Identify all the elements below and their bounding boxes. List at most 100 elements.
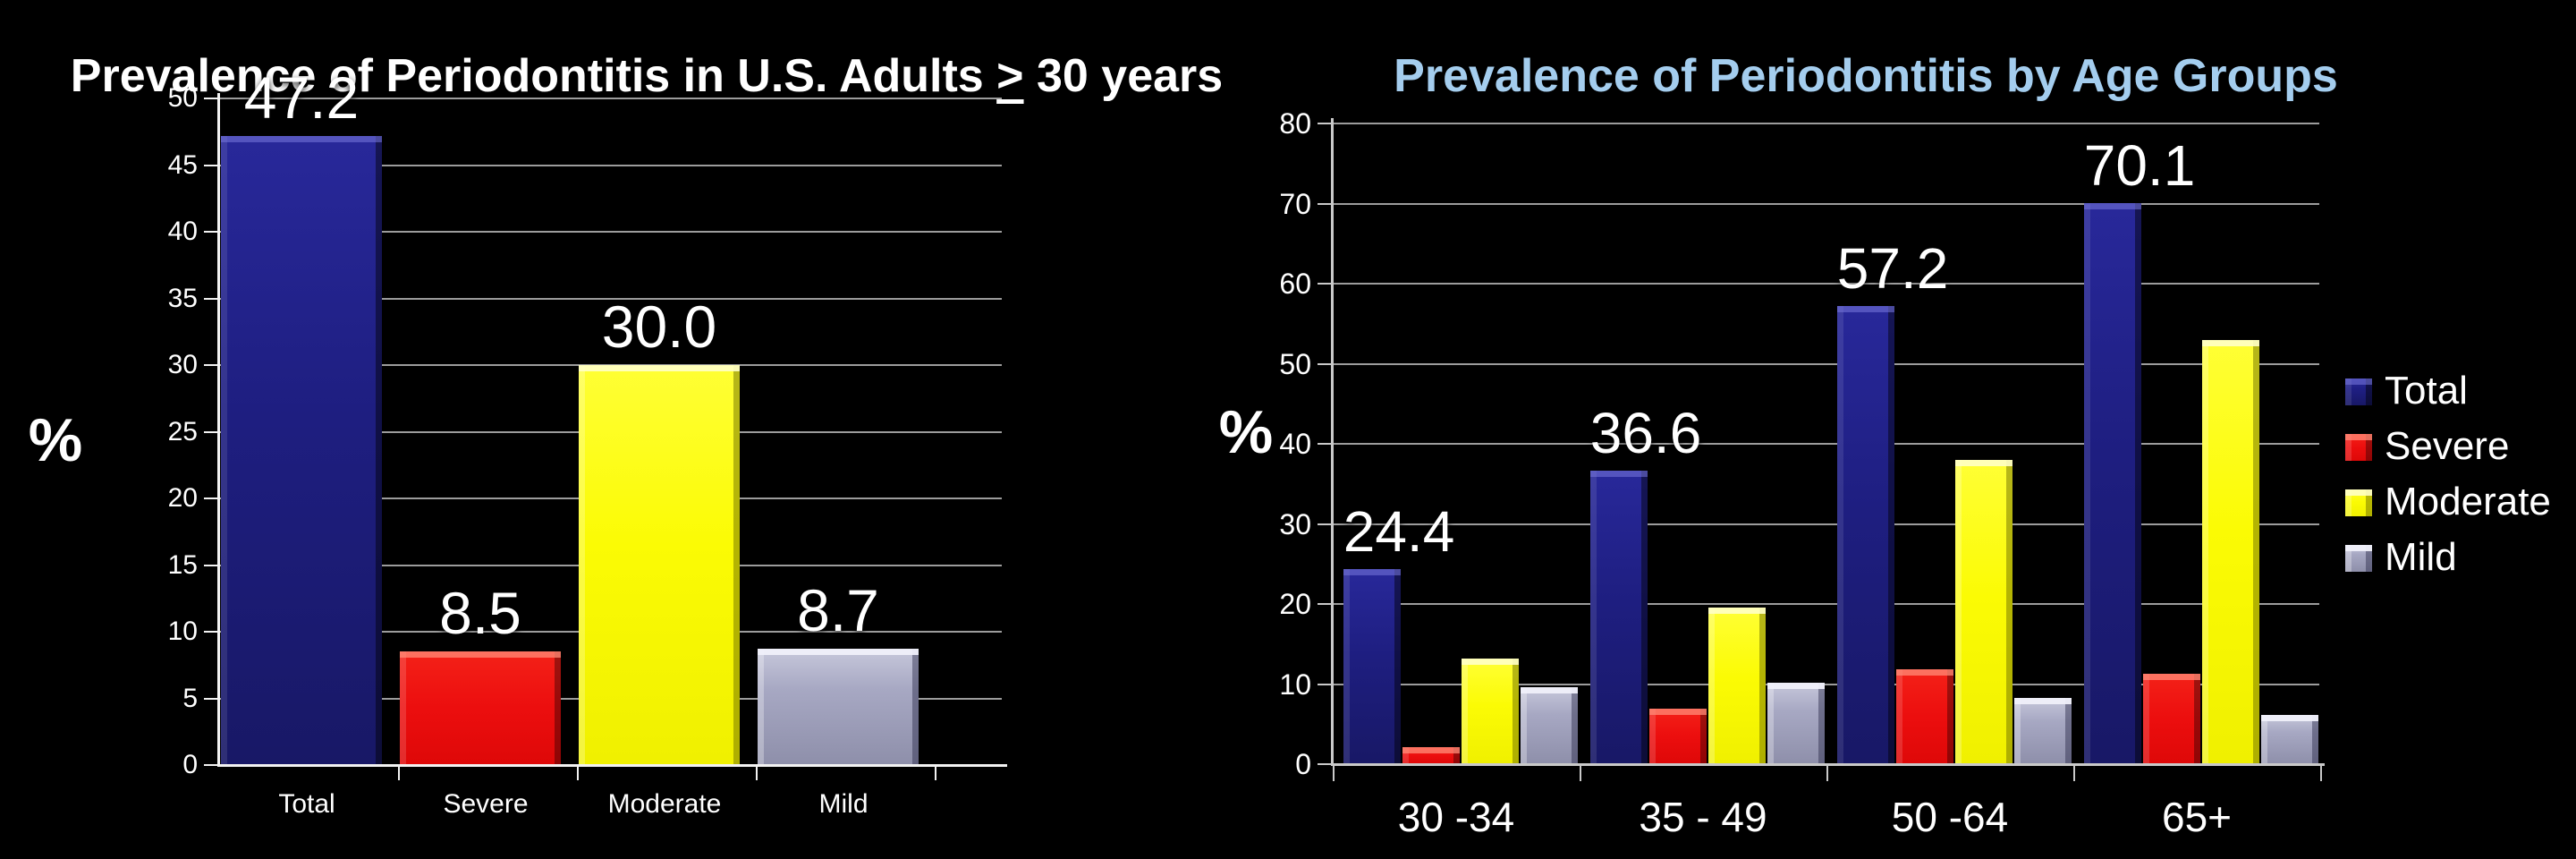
y-tick-label-5: 5: [182, 683, 198, 713]
y-tick-label-25: 25: [167, 416, 198, 447]
y-tick-label-70: 70: [1279, 187, 1311, 220]
y-tick-label-50: 50: [167, 83, 198, 113]
y-tick-label-15: 15: [167, 549, 198, 580]
y-tick-label-30: 30: [1279, 507, 1311, 540]
bar-severe-3: [2143, 673, 2200, 764]
x-tick-mark-1: [1580, 765, 1581, 781]
bar-moderate-2: [1955, 459, 2012, 764]
y-tick-mark-0: [204, 764, 219, 766]
bar-mild-2: [2014, 697, 2072, 764]
x-tick-mark-2: [1826, 765, 1828, 781]
y-tick-label-20: 20: [1279, 588, 1311, 620]
bar-value-label-total: 47.2: [243, 64, 360, 131]
y-tick-mark-50: [1318, 362, 1333, 365]
bar-mild-3: [2261, 715, 2318, 764]
x-tick-mark-3: [935, 766, 936, 780]
gridline-40: [1333, 443, 2319, 445]
x-tick-mark-4: [2320, 765, 2322, 781]
gridline-35: [219, 297, 1002, 300]
bar-severe-1: [1649, 709, 1707, 764]
category-label-0: 30 -34: [1397, 794, 1515, 840]
gridline-10: [1333, 683, 2319, 685]
x-tick-mark-1: [577, 766, 579, 780]
gridline-50: [219, 98, 1002, 99]
y-tick-label-40: 40: [167, 217, 198, 246]
y-tick-mark-20: [204, 498, 219, 499]
x-tick-mark-3: [2073, 765, 2075, 781]
x-tick-mark-2: [756, 766, 758, 780]
bar-total-2: [1837, 306, 1894, 764]
right-y-axis-label: %: [1218, 398, 1274, 466]
y-axis-line: [1331, 118, 1334, 766]
y-tick-mark-35: [204, 297, 219, 300]
bar-value-label-total-3: 70.1: [2083, 132, 2196, 198]
y-tick-mark-45: [204, 164, 219, 166]
legend-swatch-total: [2345, 378, 2372, 405]
category-label-3: 65+: [2161, 794, 2233, 840]
left-chart-title: Prevalence of Periodontitis in U.S. Adul…: [0, 46, 1293, 106]
y-tick-label-20: 20: [167, 483, 198, 513]
y-axis-line: [217, 93, 220, 767]
left-chart-title-prefix: Prevalence of Periodontitis in U.S. Adul…: [70, 50, 997, 103]
bar-severe: [400, 651, 561, 765]
y-tick-label-40: 40: [1279, 428, 1311, 460]
y-tick-mark-10: [1318, 683, 1333, 685]
legend-label-total: Total: [2385, 369, 2468, 412]
legend-swatch-moderate: [2345, 489, 2372, 516]
y-tick-mark-15: [204, 564, 219, 566]
y-tick-mark-40: [204, 231, 219, 233]
y-tick-label-30: 30: [167, 350, 198, 379]
x-tick-mark-0: [398, 766, 400, 780]
x-axis-line: [217, 764, 1007, 767]
y-tick-mark-30: [204, 364, 219, 366]
bar-moderate: [579, 365, 740, 765]
bar-value-label-mild: 8.7: [797, 577, 879, 644]
category-label-severe: Severe: [443, 789, 529, 819]
y-tick-label-80: 80: [1279, 107, 1311, 140]
bar-total: [221, 135, 382, 765]
bar-moderate-3: [2202, 339, 2259, 764]
category-label-2: 50 -64: [1891, 794, 2009, 840]
y-tick-label-50: 50: [1279, 347, 1311, 380]
legend-label-moderate: Moderate: [2385, 480, 2551, 523]
greater-equal-symbol: >: [996, 50, 1024, 103]
right-chart-title-text: Prevalence of Periodontitis by Age Group…: [1394, 50, 2338, 103]
gridline-80: [1333, 123, 2319, 124]
y-tick-label-0: 0: [1295, 748, 1311, 780]
bar-mild: [758, 649, 919, 765]
category-label-moderate: Moderate: [607, 789, 722, 819]
y-tick-label-0: 0: [182, 750, 198, 779]
category-label-total: Total: [278, 789, 335, 819]
bar-value-label-total-0: 24.4: [1343, 498, 1455, 564]
y-tick-mark-70: [1318, 202, 1333, 205]
gridline-45: [219, 164, 1002, 166]
bar-value-label-moderate: 30.0: [601, 293, 717, 360]
category-label-mild: Mild: [818, 789, 869, 819]
y-tick-mark-5: [204, 697, 219, 700]
gridline-40: [219, 231, 1002, 233]
legend-swatch-severe: [2345, 434, 2372, 461]
legend-swatch-mild: [2345, 545, 2372, 572]
gridline-30: [1333, 523, 2319, 525]
legend-label-mild: Mild: [2385, 535, 2457, 579]
bar-total-1: [1590, 471, 1648, 764]
y-tick-label-10: 10: [1279, 668, 1311, 701]
x-tick-mark-0: [1333, 765, 1335, 781]
y-tick-label-35: 35: [167, 283, 198, 313]
left-chart-title-suffix: 30 years: [1023, 50, 1224, 103]
y-tick-mark-40: [1318, 443, 1333, 445]
bar-mild-0: [1521, 687, 1578, 764]
left-y-axis-label: %: [28, 406, 83, 474]
category-label-1: 35 - 49: [1639, 794, 1767, 840]
bar-value-label-severe: 8.5: [439, 580, 521, 647]
bar-moderate-1: [1708, 607, 1766, 764]
bar-severe-0: [1402, 747, 1460, 764]
bar-moderate-0: [1462, 658, 1519, 764]
y-tick-mark-30: [1318, 523, 1333, 525]
x-axis-line: [1331, 763, 2325, 766]
y-tick-mark-50: [204, 98, 219, 99]
right-chart-title: Prevalence of Periodontitis by Age Group…: [1293, 46, 2438, 106]
bar-value-label-total-2: 57.2: [1836, 236, 1949, 302]
bar-total-3: [2084, 202, 2141, 764]
